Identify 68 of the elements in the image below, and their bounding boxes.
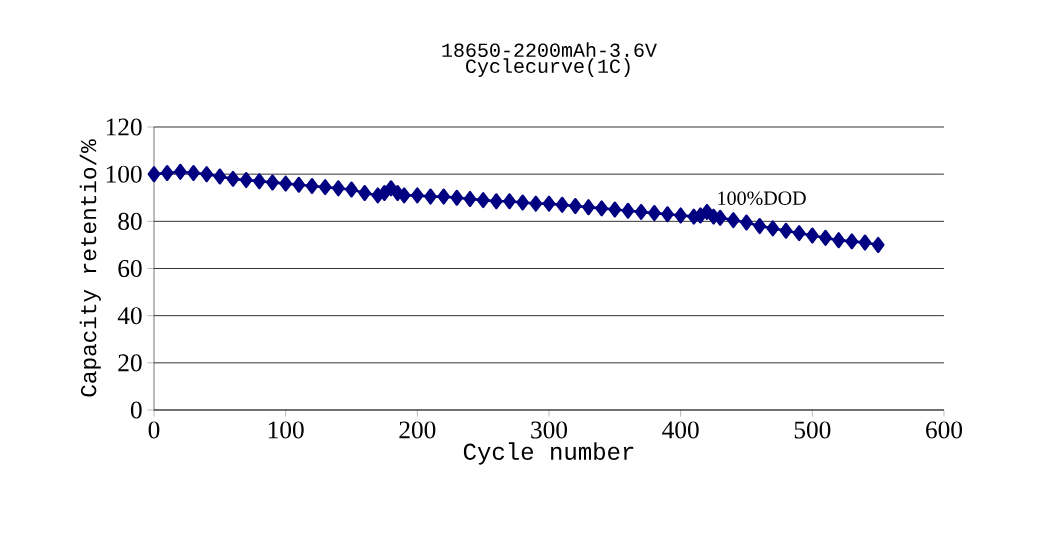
point xyxy=(582,199,595,216)
point xyxy=(595,200,609,217)
y-tick-label: 80 xyxy=(118,212,142,230)
point xyxy=(858,234,872,251)
point xyxy=(200,166,214,183)
point xyxy=(661,206,674,223)
point xyxy=(187,164,200,181)
point xyxy=(345,181,358,198)
point xyxy=(450,189,464,206)
point xyxy=(266,174,279,191)
x-tick-label: 300 xyxy=(531,421,568,439)
y-tick-label: 60 xyxy=(118,259,142,278)
point xyxy=(173,163,187,180)
point xyxy=(832,232,845,249)
point xyxy=(792,225,806,242)
point xyxy=(213,168,227,185)
y-tick-label: 0 xyxy=(130,401,142,419)
point xyxy=(726,212,740,229)
x-tick-label: 0 xyxy=(148,421,160,439)
point xyxy=(529,195,543,212)
point xyxy=(279,175,293,192)
point xyxy=(358,185,372,202)
x-tick-label: 100 xyxy=(268,421,304,439)
x-tick-label: 500 xyxy=(794,421,831,439)
point xyxy=(147,166,161,183)
x-tick-label: 600 xyxy=(926,421,963,439)
y-tick-label: 40 xyxy=(117,307,142,325)
point xyxy=(779,222,793,239)
point xyxy=(805,227,819,244)
x-axis-title: Cycle number xyxy=(463,442,634,465)
point xyxy=(568,198,582,215)
point xyxy=(489,193,503,210)
y-tick-label: 20 xyxy=(118,354,142,372)
point xyxy=(424,188,437,205)
point xyxy=(253,173,266,190)
point xyxy=(331,180,345,197)
point xyxy=(292,176,306,193)
point xyxy=(608,201,622,218)
point xyxy=(305,177,319,194)
point xyxy=(410,187,424,204)
point xyxy=(621,202,635,219)
point xyxy=(239,172,253,189)
point xyxy=(871,236,885,253)
point xyxy=(845,233,859,250)
chart-title: 18650-2200mAh-3.6V Cyclecurve(1C) xyxy=(442,42,657,77)
point xyxy=(674,207,687,224)
point xyxy=(647,205,661,222)
point xyxy=(437,188,450,205)
point xyxy=(753,218,767,235)
point xyxy=(516,194,530,211)
point xyxy=(542,195,556,212)
point xyxy=(634,203,648,220)
point xyxy=(555,196,569,213)
y-axis-title: Capacity retentio/% xyxy=(79,139,101,397)
point xyxy=(226,170,240,187)
point xyxy=(766,220,780,237)
y-tick-label: 120 xyxy=(106,118,142,136)
point xyxy=(503,193,516,210)
point xyxy=(318,179,332,196)
point xyxy=(740,214,753,231)
y-tick-label: 100 xyxy=(106,165,142,183)
point xyxy=(819,229,832,246)
x-tick-label: 200 xyxy=(399,421,436,439)
point xyxy=(160,164,174,181)
annotation: 100%DOD xyxy=(718,191,806,205)
point xyxy=(463,190,477,207)
point xyxy=(476,192,490,209)
x-tick-label: 400 xyxy=(662,421,699,439)
